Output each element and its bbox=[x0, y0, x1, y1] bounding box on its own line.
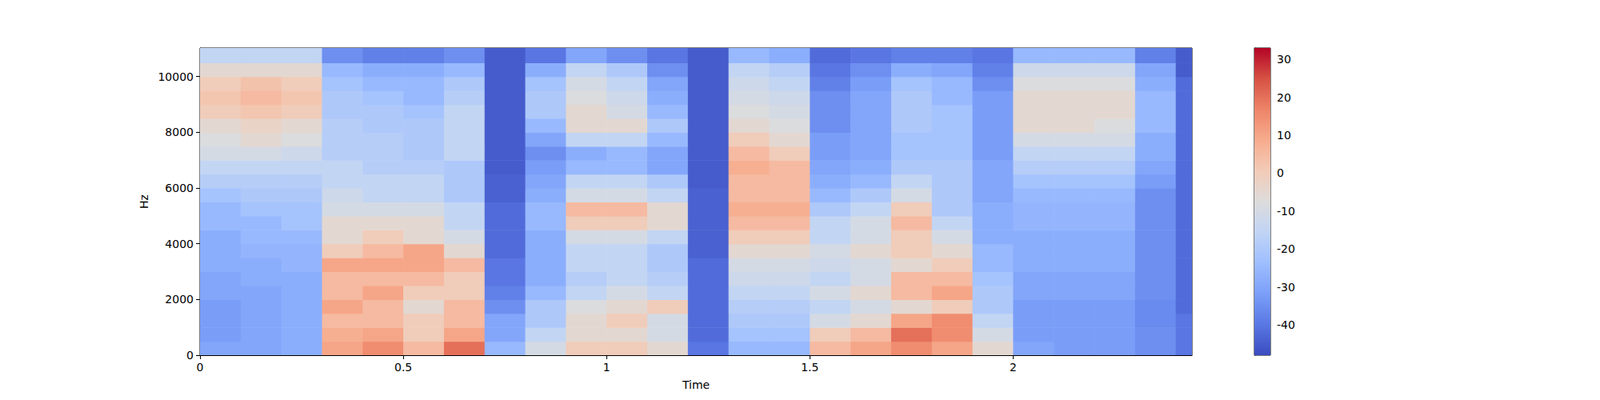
svg-text:0.5: 0.5 bbox=[394, 360, 412, 374]
svg-text:0: 0 bbox=[1276, 166, 1284, 180]
svg-text:2000: 2000 bbox=[164, 292, 194, 306]
svg-text:6000: 6000 bbox=[164, 181, 194, 195]
svg-text:20: 20 bbox=[1276, 91, 1292, 104]
svg-text:-20: -20 bbox=[1276, 242, 1296, 256]
svg-text:-10: -10 bbox=[1276, 204, 1296, 218]
svg-text:2: 2 bbox=[1009, 360, 1017, 374]
svg-text:-30: -30 bbox=[1276, 280, 1296, 294]
svg-text:10: 10 bbox=[1276, 128, 1292, 142]
svg-text:Time: Time bbox=[681, 378, 710, 392]
svg-text:8000: 8000 bbox=[164, 125, 194, 139]
svg-text:Hz: Hz bbox=[137, 194, 151, 209]
svg-text:1.5: 1.5 bbox=[800, 360, 819, 374]
svg-text:1: 1 bbox=[603, 360, 611, 374]
svg-text:10000: 10000 bbox=[157, 70, 194, 84]
svg-text:4000: 4000 bbox=[164, 237, 194, 251]
svg-text:0: 0 bbox=[196, 360, 204, 374]
svg-text:-40: -40 bbox=[1276, 318, 1296, 332]
svg-text:0: 0 bbox=[186, 348, 194, 362]
svg-text:30: 30 bbox=[1276, 52, 1292, 66]
